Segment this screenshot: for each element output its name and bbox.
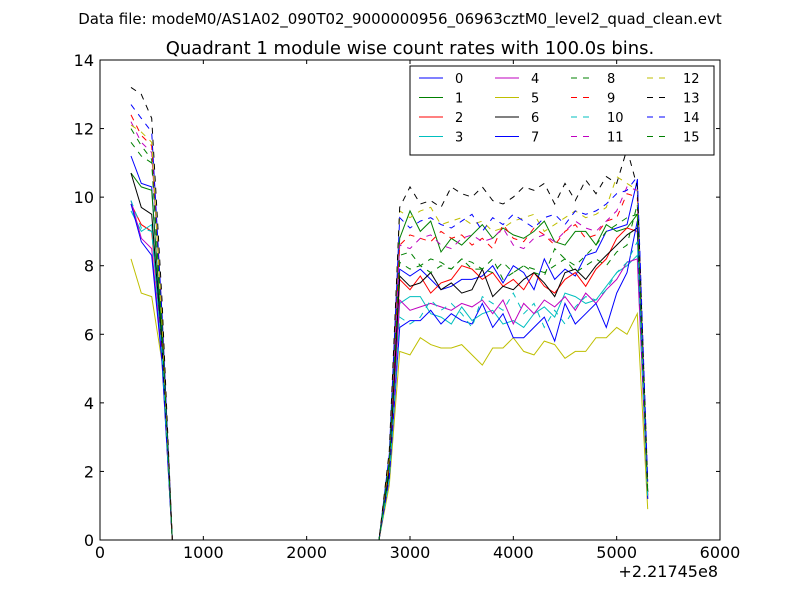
series-line-8 <box>130 128 649 540</box>
series-line-15 <box>130 141 649 540</box>
x-tick-label: 0 <box>95 543 105 562</box>
series-line-2 <box>130 203 649 540</box>
plot-area <box>130 86 649 540</box>
y-tick-label: 0 <box>84 531 94 550</box>
chart-suptitle: Data file: modeM0/AS1A02_090T02_90000009… <box>78 10 722 29</box>
y-tick-label: 14 <box>74 51 94 70</box>
x-tick-label: 2000 <box>286 543 327 562</box>
series-line-3 <box>130 210 649 540</box>
x-tick-label: 4000 <box>493 543 534 562</box>
legend-label-1: 1 <box>455 92 463 107</box>
legend-label-12: 12 <box>683 72 700 87</box>
legend-label-14: 14 <box>683 111 700 126</box>
y-tick-label: 2 <box>84 462 94 481</box>
series-line-11 <box>130 121 649 540</box>
y-tick-label: 10 <box>74 188 94 207</box>
x-tick-label: 1000 <box>183 543 224 562</box>
y-tick-label: 4 <box>84 394 94 413</box>
series-line-7 <box>130 203 649 540</box>
legend-label-8: 8 <box>607 72 615 87</box>
legend-label-5: 5 <box>531 92 539 107</box>
chart-title: Quadrant 1 module wise count rates with … <box>166 38 655 59</box>
series-line-10 <box>130 200 649 540</box>
legend-label-9: 9 <box>607 92 615 107</box>
legend-label-7: 7 <box>531 131 539 146</box>
legend-box <box>409 65 715 156</box>
legend-label-11: 11 <box>607 131 624 146</box>
x-offset-label: +2.21745e8 <box>618 562 718 581</box>
y-tick-label: 8 <box>84 257 94 276</box>
legend-label-6: 6 <box>531 111 539 126</box>
x-tick-label: 3000 <box>390 543 431 562</box>
legend-label-2: 2 <box>455 111 463 126</box>
legend-label-0: 0 <box>455 72 463 87</box>
series-line-4 <box>130 200 649 540</box>
legend-label-13: 13 <box>683 92 700 107</box>
y-tick-label: 12 <box>74 120 94 139</box>
legend-label-15: 15 <box>683 131 700 146</box>
legend-label-10: 10 <box>607 111 624 126</box>
series-line-13 <box>130 86 649 540</box>
y-tick-label: 6 <box>84 325 94 344</box>
x-tick-label: 6000 <box>700 543 741 562</box>
legend-label-4: 4 <box>531 72 539 87</box>
legend-label-3: 3 <box>455 131 463 146</box>
x-tick-label: 5000 <box>596 543 637 562</box>
series-line-5 <box>130 258 649 540</box>
